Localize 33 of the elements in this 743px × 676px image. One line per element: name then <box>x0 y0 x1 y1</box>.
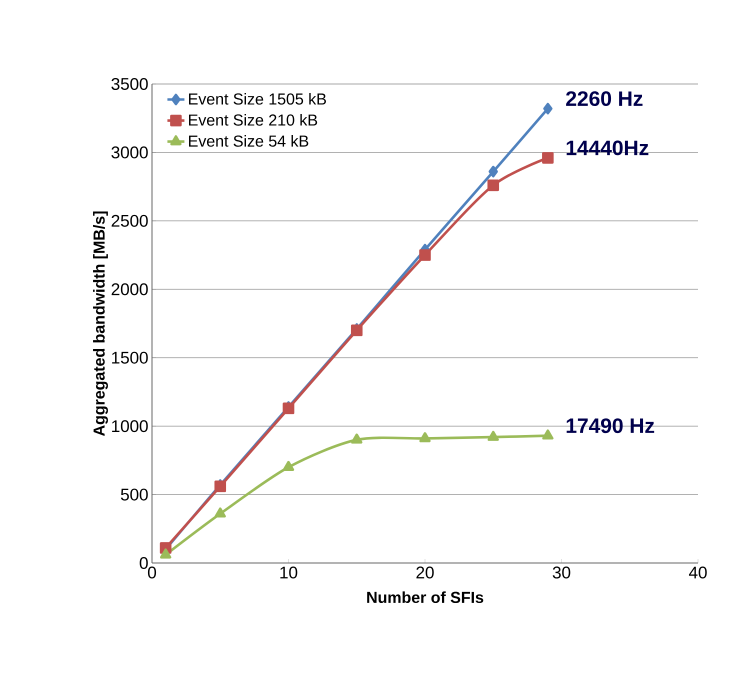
point <box>160 548 172 559</box>
x-tick-label: 10 <box>280 566 298 579</box>
point <box>542 429 554 440</box>
y-tick-label: 1500 <box>112 352 148 364</box>
annotation: 17490 Hz <box>566 418 654 434</box>
point <box>488 166 498 178</box>
x-tick-label: 30 <box>552 566 570 579</box>
point <box>419 249 431 261</box>
y-tick-label: 500 <box>120 488 148 501</box>
point <box>282 460 294 471</box>
point <box>487 179 500 192</box>
y-axis-title: Aggregated bandwidth [MB/s] <box>93 211 108 436</box>
legend-label: Event Size 210 kB <box>189 114 318 126</box>
point <box>214 507 226 518</box>
y-tick-label: 3000 <box>111 146 148 158</box>
x-axis-title: Number of SFIs <box>367 591 484 604</box>
point <box>542 152 554 164</box>
x-tick-label: 20 <box>416 566 434 579</box>
y-tick-label: 2000 <box>112 283 148 296</box>
point <box>351 434 362 444</box>
point <box>488 430 499 441</box>
point <box>543 102 553 114</box>
annotation: 14440Hz <box>566 140 648 156</box>
y-tick-label: 0 <box>140 557 148 569</box>
annotation: 2260 Hz <box>566 91 643 106</box>
y-tick-label: 1000 <box>112 420 148 432</box>
point <box>419 432 431 442</box>
x-tick-label: 40 <box>688 566 707 579</box>
y-tick-label: 2500 <box>112 214 148 227</box>
y-tick-label: 3500 <box>111 78 148 90</box>
legend-label: Event Size 54 kB <box>189 135 308 147</box>
x-tick-label: 0 <box>148 566 156 579</box>
legend-label: Event Size 1505 kB <box>189 92 326 105</box>
